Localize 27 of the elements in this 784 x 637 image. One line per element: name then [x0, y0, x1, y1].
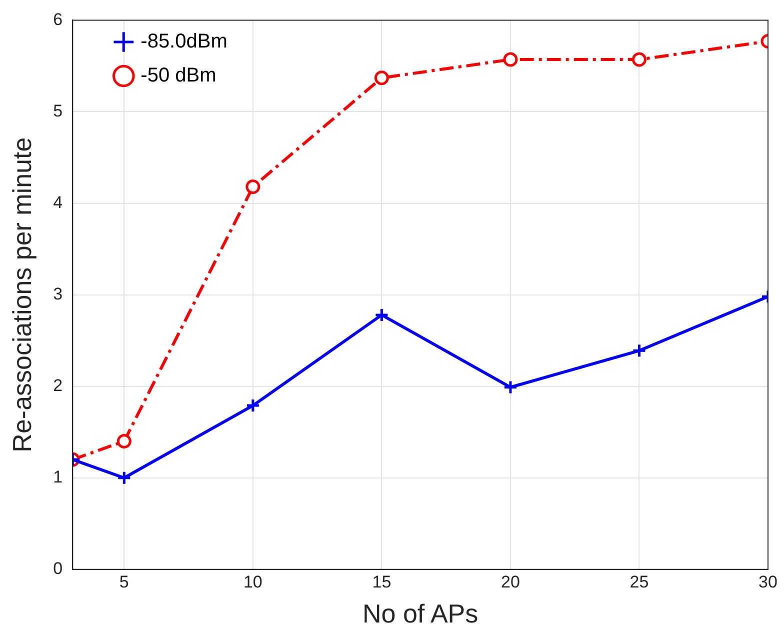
y-tick-label: 4 [53, 192, 63, 212]
y-tick-label: 0 [53, 559, 63, 578]
point [503, 52, 518, 67]
point [632, 52, 646, 67]
legend-label: -50 dBm [140, 64, 216, 87]
point [632, 343, 646, 358]
x-tick-label: 15 [372, 572, 392, 592]
point [503, 380, 518, 394]
y-tick-label: 2 [53, 376, 63, 396]
point [246, 180, 260, 194]
y-tick-label: 6 [53, 10, 63, 29]
point [374, 308, 389, 322]
x-tick-label: 25 [630, 572, 649, 592]
x-axis-title: No of APs [362, 598, 478, 629]
y-axis-title: Re-associations per minute [6, 137, 37, 452]
y-tick-label: 3 [53, 284, 63, 304]
x-tick-label: 20 [501, 572, 520, 592]
x-tick-label: 10 [243, 572, 262, 592]
x-tick-label: 30 [758, 572, 778, 592]
legend-label: -85.0dBm [140, 30, 228, 53]
y-tick-label: 1 [53, 468, 63, 487]
y-tick-label: 5 [53, 101, 63, 120]
point [116, 470, 132, 486]
point [116, 434, 132, 449]
x-tick-label: 5 [119, 572, 129, 592]
point [246, 398, 260, 413]
point [374, 70, 389, 86]
